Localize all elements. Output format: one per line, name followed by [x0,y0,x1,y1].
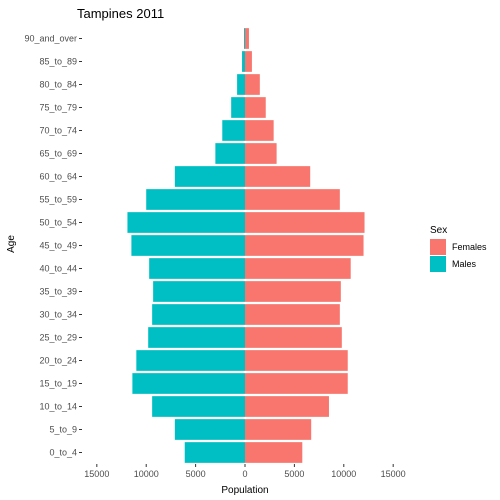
bar-females-75_to_79 [245,97,266,118]
y-axis-title: Age [6,235,17,253]
y-tick-label: 40_to_44 [39,264,77,274]
bar-males-85_to_89 [242,51,245,72]
bar-females-80_to_84 [245,74,260,95]
bar-females-55_to_59 [245,189,340,210]
bar-males-35_to_39 [153,281,245,302]
y-tick-label: 10_to_14 [39,402,77,412]
x-tick-label: 15000 [84,469,109,479]
bar-females-90_and_over [245,28,249,49]
bar-males-75_to_79 [231,97,245,118]
legend-label-males: Males [452,259,477,269]
y-tick-label: 20_to_24 [39,356,77,366]
bar-males-45_to_49 [131,235,245,256]
y-tick-label: 25_to_29 [39,333,77,343]
bar-females-0_to_4 [245,442,303,463]
legend-title: Sex [430,225,447,236]
bar-females-20_to_24 [245,350,348,371]
bar-males-90_and_over [244,28,245,49]
bar-males-70_to_74 [222,120,245,141]
bar-males-80_to_84 [237,74,245,95]
legend-swatch-males [430,256,446,272]
y-tick-label: 55_to_59 [39,195,77,205]
bar-males-5_to_9 [174,419,245,440]
bar-females-25_to_29 [245,327,342,348]
x-tick-label: 5000 [186,469,206,479]
x-axis-title: Population [221,485,268,496]
bar-males-40_to_44 [149,258,245,279]
y-tick-label: 75_to_79 [39,103,77,113]
y-tick-label: 65_to_69 [39,149,77,159]
bar-females-15_to_19 [245,373,348,394]
bar-males-30_to_34 [152,304,245,325]
bar-females-50_to_54 [245,212,365,233]
bar-males-55_to_59 [146,189,245,210]
legend-swatch-females [430,239,446,255]
y-tick-label: 90_and_over [24,34,77,44]
bar-females-45_to_49 [245,235,364,256]
y-tick-label: 60_to_64 [39,172,77,182]
bar-females-60_to_64 [245,166,311,187]
x-axis: 15000 10000 5000 0 5000 10000 15000 [84,464,406,479]
y-tick-label: 85_to_89 [39,57,77,67]
x-tick-label: 5000 [284,469,304,479]
x-tick-label: 0 [242,469,247,479]
bar-females-30_to_34 [245,304,340,325]
y-axis: 0_to_4 5_to_9 10_to_14 15_to_19 20_to_24 25_t… [24,34,82,458]
bar-males-50_to_54 [127,212,245,233]
y-tick-label: 15_to_19 [39,379,77,389]
bar-males-0_to_4 [184,442,245,463]
y-tick-label: 0_to_4 [49,448,77,458]
bar-females-40_to_44 [245,258,351,279]
bar-females-65_to_69 [245,143,277,164]
chart-title: Tampines 2011 [77,6,164,21]
y-tick-label: 45_to_49 [39,241,77,251]
plot-area [127,28,365,463]
bar-males-10_to_14 [152,396,245,417]
x-tick-label: 15000 [381,469,406,479]
x-tick-label: 10000 [331,469,356,479]
bar-females-10_to_14 [245,396,329,417]
y-tick-label: 80_to_84 [39,80,77,90]
x-tick-label: 10000 [134,469,159,479]
y-tick-label: 5_to_9 [49,425,77,435]
y-tick-label: 30_to_34 [39,310,77,320]
bar-males-60_to_64 [174,166,245,187]
bar-females-70_to_74 [245,120,274,141]
bar-males-65_to_69 [215,143,245,164]
y-tick-label: 50_to_54 [39,218,77,228]
bar-males-20_to_24 [136,350,245,371]
bar-females-85_to_89 [245,51,252,72]
bar-females-35_to_39 [245,281,341,302]
y-tick-label: 35_to_39 [39,287,77,297]
legend: Sex Females Males [430,225,487,272]
bar-males-15_to_19 [132,373,245,394]
legend-label-females: Females [452,242,487,252]
bar-females-5_to_9 [245,419,312,440]
y-tick-label: 70_to_74 [39,126,77,136]
bar-males-25_to_29 [148,327,245,348]
